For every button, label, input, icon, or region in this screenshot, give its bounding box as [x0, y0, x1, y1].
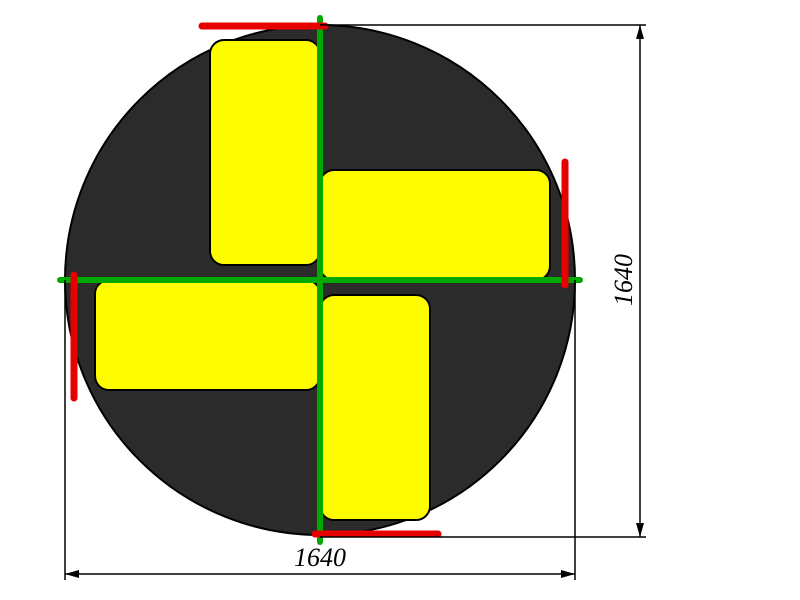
blade-2	[320, 295, 430, 520]
blade-0	[210, 40, 320, 265]
blade-1	[320, 170, 550, 280]
dim-value-width: 1640	[294, 543, 346, 572]
blade-3	[95, 280, 320, 390]
technical-drawing: 1640 1640	[0, 0, 800, 600]
dim-value-height: 1640	[609, 254, 638, 306]
